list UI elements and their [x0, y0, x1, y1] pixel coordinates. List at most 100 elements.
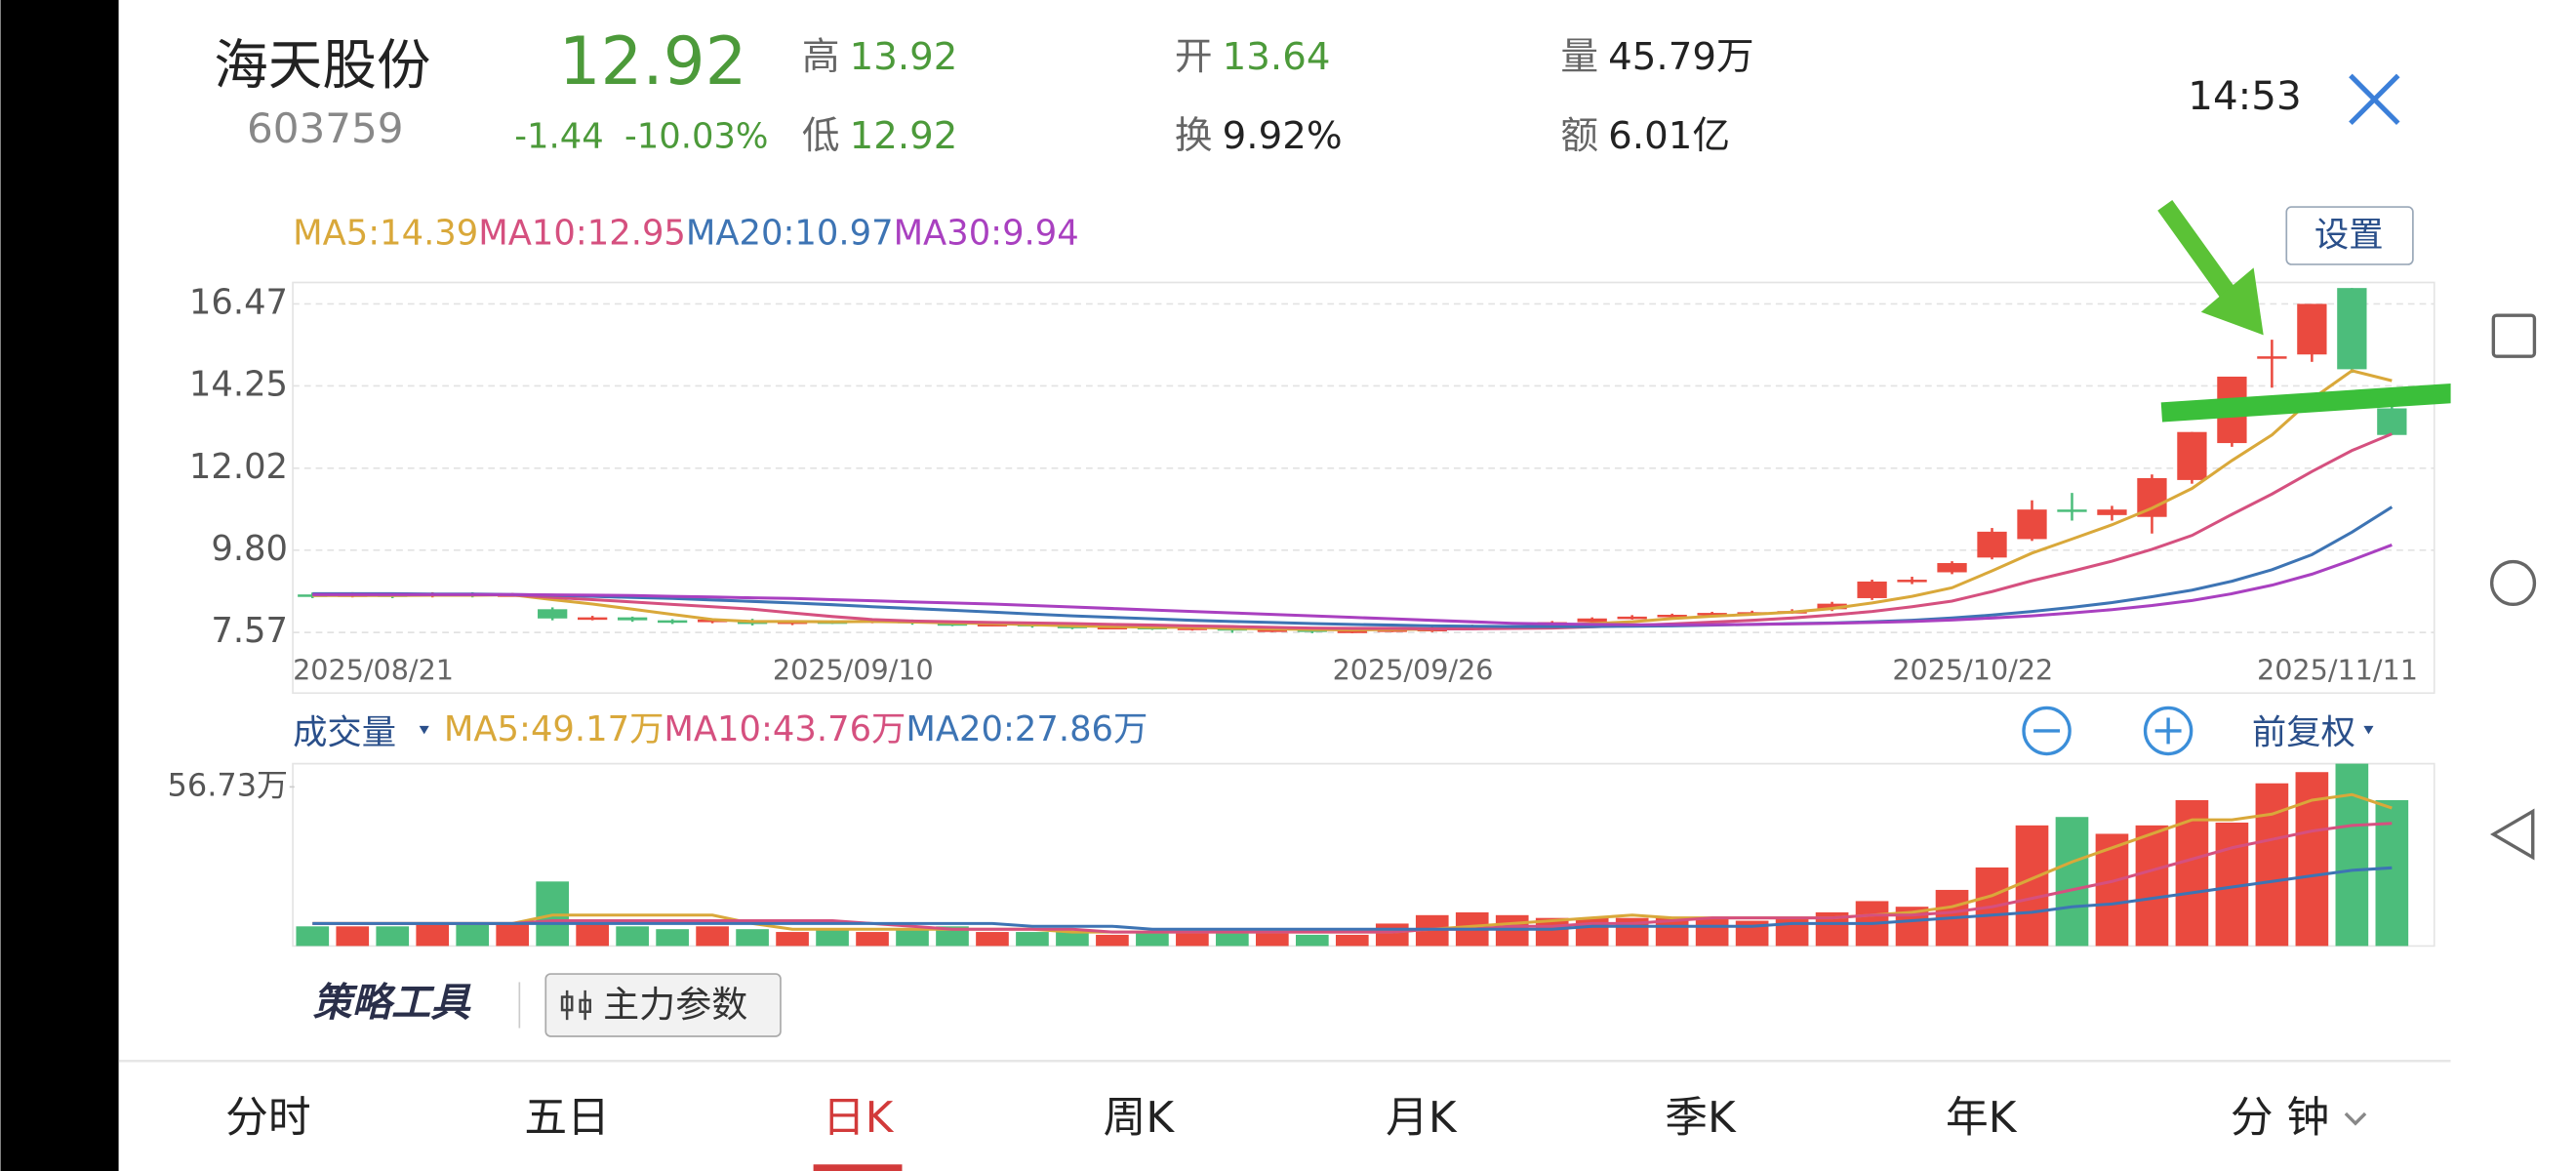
- volume-bar: [1136, 932, 1169, 947]
- volume-bar: [2255, 783, 2289, 947]
- volume-bar: [936, 926, 969, 947]
- candle-body: [2017, 509, 2047, 540]
- candle-body: [1617, 616, 1647, 620]
- tab[interactable]: 月K: [1386, 1093, 1458, 1143]
- tab[interactable]: 周K: [1104, 1093, 1176, 1143]
- adjust-menu[interactable]: 前复权: [2252, 712, 2355, 752]
- close-button[interactable]: [2349, 73, 2400, 126]
- tab-caret: [2344, 1111, 2367, 1126]
- volume-bar: [456, 923, 490, 947]
- volume-chart: 56.73万: [168, 763, 2409, 947]
- y-tick-label: 14.25: [189, 364, 288, 404]
- system-nav: [2450, 0, 2576, 1171]
- tools-icon: [560, 989, 591, 1021]
- candle-body: [657, 620, 688, 624]
- ma-line: [312, 369, 2393, 631]
- x-tick-label: 2025/09/10: [773, 653, 934, 686]
- zoom-out[interactable]: [2022, 706, 2072, 756]
- candle-body: [937, 623, 968, 626]
- candle-body: [1657, 614, 1687, 618]
- nav-recents[interactable]: [2491, 313, 2537, 358]
- candle-body: [1897, 580, 1927, 583]
- volume-bar: [2055, 817, 2089, 947]
- legend-entry: MA30:9.94: [894, 214, 1079, 254]
- tools-title: 策略工具: [312, 980, 471, 1026]
- tools-button[interactable]: [544, 973, 782, 1037]
- y-tick-label: 12.02: [189, 447, 288, 487]
- ma-line: [312, 866, 2393, 931]
- volume-bar: [416, 923, 450, 947]
- volume-bar: [1375, 923, 1409, 947]
- tab[interactable]: 年K: [1946, 1093, 2018, 1143]
- y-tick-label: 9.80: [211, 529, 288, 569]
- ma-legend: MA5:14.39 MA10:12.95 MA20:10.97 MA30:9.94: [293, 214, 1079, 254]
- volume-menu[interactable]: 成交量: [293, 712, 396, 752]
- stat-label: 换: [1175, 114, 1213, 158]
- candle-body: [1977, 531, 2007, 558]
- candle-body: [2137, 478, 2167, 517]
- zoom-in[interactable]: [2143, 706, 2194, 756]
- stat-label: 额: [1560, 114, 1598, 158]
- volume-bar: [1216, 932, 1249, 947]
- volume-bar: [336, 926, 370, 947]
- candle-body: [2257, 356, 2287, 359]
- stat-label: 量: [1560, 35, 1598, 79]
- volume-legend: MA5:49.17万 MA10:43.76万 MA20:27.86万: [444, 709, 1147, 749]
- volume-bar: [1176, 932, 1209, 947]
- settings-label[interactable]: 设置: [2314, 215, 2384, 255]
- tab[interactable]: 季K: [1665, 1093, 1737, 1143]
- candle-body: [1857, 581, 1887, 598]
- settings-button[interactable]: [2285, 206, 2414, 265]
- nav-home[interactable]: [2489, 559, 2537, 607]
- stat-value: 12.92: [850, 114, 958, 158]
- volume-bar: [2175, 799, 2209, 947]
- tab-underline: [813, 1164, 903, 1171]
- clock: 14:53: [2188, 73, 2301, 119]
- candle-body: [2297, 303, 2327, 355]
- tab[interactable]: 分时: [225, 1093, 311, 1143]
- candle-body: [2377, 408, 2407, 435]
- stat-value: 6.01亿: [1608, 114, 1730, 158]
- candle-body: [977, 624, 1008, 626]
- volume-bar: [496, 923, 530, 947]
- x-tick-label: 2025/10/22: [1892, 653, 2053, 686]
- candle-body: [1937, 563, 1967, 573]
- y-tick-label: 16.47: [189, 282, 288, 322]
- nav-back[interactable]: [2490, 808, 2535, 861]
- volume-menu-caret: [419, 725, 429, 735]
- volume-bar: [656, 929, 689, 947]
- candle-body: [2337, 288, 2367, 370]
- candle-body: [2097, 509, 2127, 515]
- tools-button-label[interactable]: 主力参数: [603, 984, 747, 1026]
- volume-bar: [776, 932, 809, 947]
- price-change-pct: -10.03%: [624, 116, 768, 156]
- candle-body: [1697, 613, 1727, 616]
- legend-entry: MA20:27.86万: [906, 709, 1147, 749]
- stat-label: 低: [802, 114, 840, 158]
- tab[interactable]: 五日: [524, 1093, 610, 1143]
- volume-bar: [696, 926, 729, 947]
- volume-bar: [376, 926, 410, 947]
- stat-value: 45.79万: [1608, 35, 1753, 79]
- volume-bar: [616, 926, 649, 947]
- candle-body: [1817, 603, 1847, 610]
- volume-bar: [2375, 799, 2409, 947]
- legend-entry: MA20:10.97: [686, 214, 894, 254]
- ma-line: [312, 432, 2393, 630]
- y-tick-label: 7.57: [211, 611, 288, 651]
- candle-body: [538, 609, 568, 619]
- tab[interactable]: 分 钟: [2231, 1093, 2329, 1143]
- candle-body: [2057, 509, 2087, 512]
- candle-body: [578, 617, 608, 621]
- stat-label: 高: [802, 35, 840, 79]
- volume-bar: [1335, 934, 1369, 947]
- candle-body: [1257, 629, 1287, 632]
- tab[interactable]: 日K: [823, 1093, 895, 1143]
- stock-code: 603759: [247, 104, 404, 152]
- x-tick-label: 2025/08/21: [293, 653, 454, 686]
- stock-price: 12.92: [559, 23, 747, 100]
- stat-value: 9.92%: [1223, 114, 1343, 158]
